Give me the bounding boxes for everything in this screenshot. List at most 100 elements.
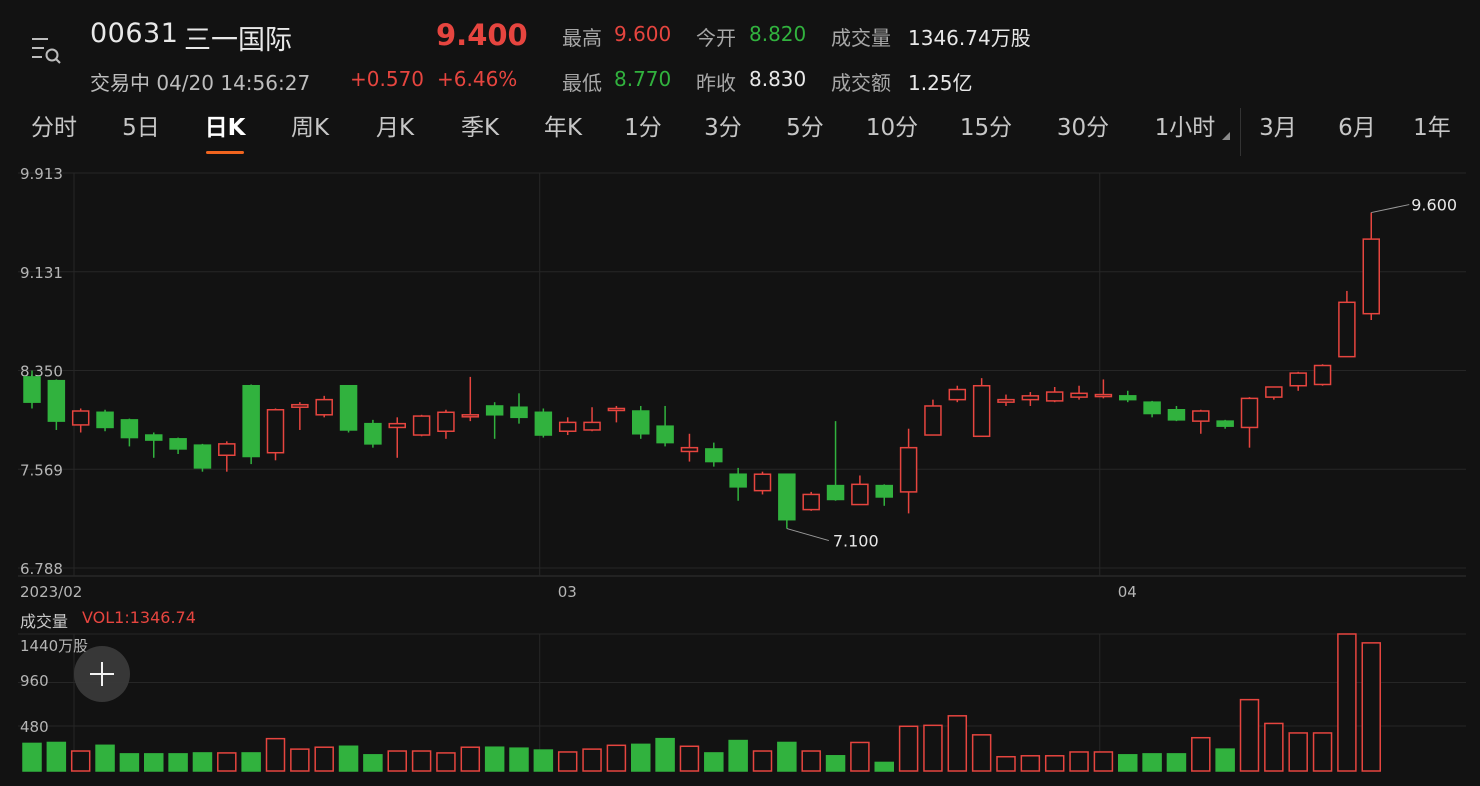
candle-body (997, 398, 1015, 403)
volume-bar (1191, 736, 1211, 772)
crosshair-plus-icon[interactable] (74, 646, 130, 702)
volume-bar (290, 748, 310, 772)
candle-body (1045, 391, 1064, 402)
volume-bar (971, 734, 992, 772)
volume-bar (631, 743, 651, 772)
candle-body (1192, 410, 1210, 422)
candle-body (315, 398, 333, 416)
tab-9[interactable]: 5分 (760, 108, 850, 148)
volume-bar (460, 746, 481, 772)
volume-bar (70, 750, 91, 772)
tab-label: 1小时 (1154, 115, 1216, 141)
candle-body (972, 384, 991, 438)
tab-1[interactable]: 5日 (96, 108, 186, 148)
candle-body (145, 434, 163, 441)
price-tick-label: 7.569 (20, 461, 63, 479)
volume-bar (704, 752, 724, 772)
tab-15[interactable]: 6月 (1312, 108, 1402, 148)
candle-body (339, 384, 358, 431)
date-axis-label: 04 (1118, 583, 1137, 601)
candle-body (948, 388, 967, 401)
price-tick-label: 8.350 (20, 363, 63, 381)
volume-bar (801, 750, 821, 772)
tab-13[interactable]: 1小时 (1140, 108, 1230, 148)
price-annotation-leader (1371, 204, 1410, 214)
candle-body (680, 446, 699, 453)
price-tick-label: 9.913 (20, 165, 63, 183)
volume-bar (582, 748, 602, 772)
tab-label: 30分 (1056, 115, 1110, 141)
tab-3[interactable]: 周K (265, 108, 355, 148)
candle-body (96, 411, 114, 429)
volume-tick-label: 960 (20, 672, 49, 690)
volume-bar (752, 750, 773, 772)
tab-7[interactable]: 1分 (598, 108, 688, 148)
volume-bar (777, 741, 797, 772)
candle-body (1338, 301, 1356, 358)
tab-12[interactable]: 30分 (1038, 108, 1128, 148)
volume-bar (1312, 732, 1333, 772)
candlestick-chart[interactable]: 9.913 9.131 8.350 7.569 6.788 2023/02 03 04 1440… (0, 160, 1480, 786)
volume-bar (363, 754, 383, 772)
trading-status: 交易中 04/20 14:56:27 (90, 71, 311, 95)
candle-body (1313, 364, 1332, 386)
candle-body (558, 421, 577, 432)
candle-body (461, 414, 480, 418)
tab-label: 季K (460, 115, 500, 141)
price-annotation-leader (786, 528, 829, 542)
volume-bar (411, 750, 432, 772)
volume-panel-title: 成交量 (20, 612, 69, 631)
candle-body (875, 484, 893, 498)
candle-body (218, 443, 236, 457)
tab-label: 3分 (704, 115, 742, 141)
tab-11[interactable]: 15分 (941, 108, 1031, 148)
volume-bar (1118, 754, 1138, 772)
candle-body (437, 411, 455, 432)
more-periods-icon[interactable] (1222, 132, 1230, 140)
tab-16[interactable]: 1年 (1387, 108, 1477, 148)
volume-bar (679, 745, 700, 772)
tab-label: 1分 (624, 115, 662, 141)
tab-label: 周K (290, 115, 330, 141)
volume-bar (436, 752, 456, 772)
date-axis-label: 2023/02 (20, 583, 82, 601)
volume-tick-label: 1440万股 (20, 637, 88, 655)
tab-0[interactable]: 分时 (9, 108, 99, 148)
tab-10[interactable]: 10分 (847, 108, 937, 148)
volume-bar (192, 752, 213, 772)
volume-bar (387, 750, 407, 772)
tab-5[interactable]: 季K (435, 108, 525, 148)
candle-body (120, 419, 139, 439)
tab-2[interactable]: 日K (180, 108, 270, 154)
candle-body (826, 484, 845, 501)
tab-4[interactable]: 月K (350, 108, 440, 148)
volume-bar (728, 739, 748, 772)
prev-close-label: 昨收 (696, 71, 736, 95)
volume-bar (1020, 755, 1041, 772)
volume-bar (484, 746, 505, 772)
volume-bar (557, 751, 578, 772)
candle-body (485, 405, 504, 416)
tab-14[interactable]: 3月 (1233, 108, 1323, 148)
candle-body (705, 448, 723, 463)
amount-label: 成交额 (831, 71, 891, 95)
price-change: +0.570 (350, 67, 425, 91)
tab-label: 10分 (865, 115, 919, 141)
candle-body (1119, 395, 1137, 401)
candle-body (364, 422, 382, 445)
volume-bar (509, 747, 529, 772)
prev-close-value: 8.830 (749, 67, 807, 91)
volume-bar (314, 746, 334, 772)
volume-bar (898, 725, 919, 772)
price-annotation-label: 9.600 (1411, 196, 1457, 215)
tab-6[interactable]: 年K (518, 108, 608, 148)
candle-body (193, 444, 212, 469)
tab-label: 分时 (31, 115, 77, 141)
candle-body (851, 483, 869, 506)
tab-8[interactable]: 3分 (678, 108, 768, 148)
candle-body (169, 438, 187, 450)
candle-body (534, 411, 553, 436)
menu-search-icon[interactable] (30, 36, 64, 68)
open-label: 今开 (696, 26, 736, 50)
candle-body (412, 415, 431, 436)
